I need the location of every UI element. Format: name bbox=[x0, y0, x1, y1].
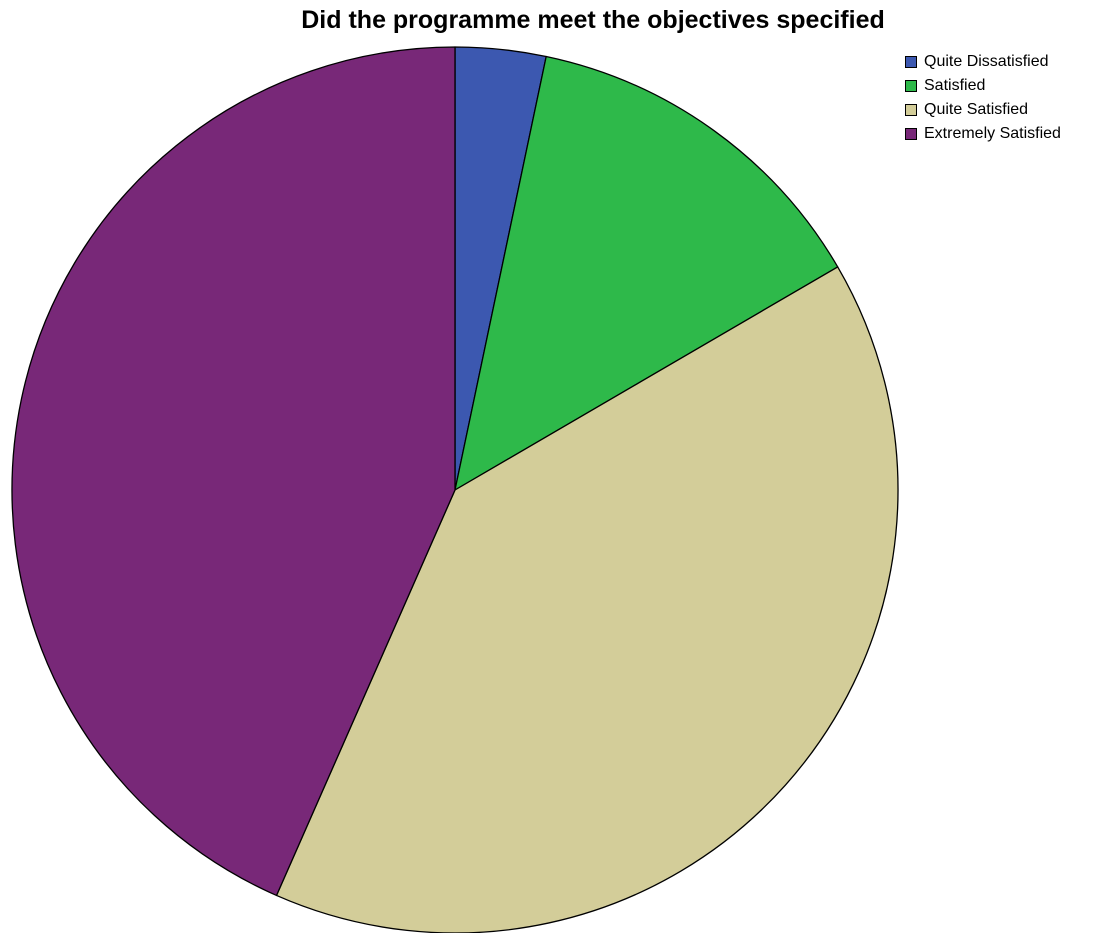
pie-slice-extremely-satisfied bbox=[11, 46, 456, 897]
legend-label-quite-satisfied: Quite Satisfied bbox=[924, 101, 1029, 118]
legend-swatch-extremely-satisfied bbox=[905, 128, 917, 140]
pie-slice-quite-satisfied bbox=[275, 266, 899, 933]
chart-title: Did the programme meet the objectives sp… bbox=[301, 6, 885, 34]
legend-label-quite-dissatisfied: Quite Dissatisfied bbox=[924, 53, 1049, 70]
legend-label-extremely-satisfied: Extremely Satisfied bbox=[924, 125, 1061, 142]
legend-swatch-quite-dissatisfied bbox=[905, 56, 917, 68]
legend-swatch-satisfied bbox=[905, 80, 917, 92]
pie-slices bbox=[11, 46, 899, 933]
pie-slice-satisfied bbox=[454, 55, 839, 491]
legend-swatch-quite-satisfied bbox=[905, 104, 917, 116]
legend-label-satisfied: Satisfied bbox=[924, 77, 986, 94]
